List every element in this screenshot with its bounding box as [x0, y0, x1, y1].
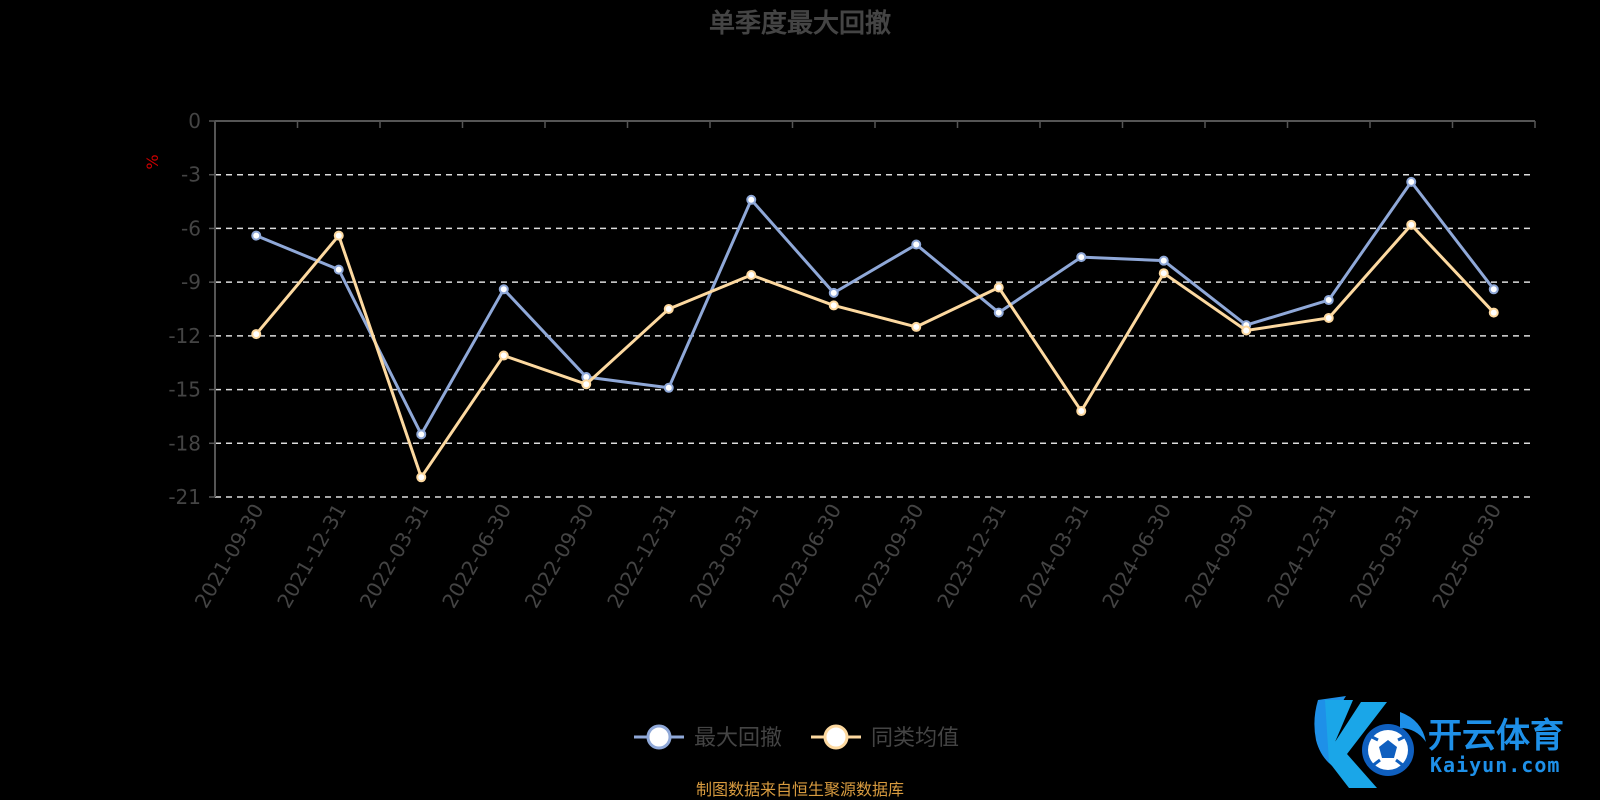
- y-tick-label: 0: [188, 109, 201, 133]
- series-line: [255, 180, 1495, 436]
- kaiyun-logo: 开云体育 Kaiyun.com: [1314, 696, 1564, 788]
- data-point[interactable]: [1158, 255, 1169, 266]
- data-point[interactable]: [1158, 268, 1169, 279]
- data-point[interactable]: [498, 350, 509, 361]
- data-point[interactable]: [1406, 219, 1417, 230]
- legend-label-peer-average: 同类均值: [871, 726, 959, 751]
- x-tick-label: 2024-06-30: [1097, 500, 1176, 613]
- x-tick-label: 2023-12-31: [932, 500, 1011, 613]
- legend-item-peer-average[interactable]: 同类均值: [811, 724, 959, 751]
- y-tick-label: -15: [168, 378, 201, 402]
- y-tick-label: -3: [181, 163, 201, 187]
- watermark-en: Kaiyun.com: [1430, 753, 1560, 777]
- watermark-cn: 开云体育: [1428, 716, 1564, 756]
- legend-item-max-drawdown[interactable]: 最大回撤: [634, 724, 782, 751]
- series-line: [255, 223, 1495, 479]
- x-tick-label: 2021-09-30: [190, 500, 269, 613]
- series-0: [251, 176, 1499, 440]
- data-point[interactable]: [828, 287, 839, 298]
- y-tick-label: -6: [181, 216, 201, 240]
- data-point[interactable]: [663, 304, 674, 314]
- data-point[interactable]: [993, 282, 1004, 293]
- x-tick-label: 2022-03-31: [355, 500, 434, 613]
- y-tick-label: -21: [168, 485, 201, 509]
- x-tick-label: 2023-03-31: [685, 500, 764, 613]
- y-tick-label: -9: [181, 270, 201, 294]
- y-tick-label: -18: [168, 431, 201, 455]
- data-point[interactable]: [746, 194, 757, 205]
- axes: [209, 120, 1536, 498]
- data-point[interactable]: [251, 329, 262, 340]
- x-tick-label: 2025-03-31: [1345, 500, 1424, 613]
- data-point[interactable]: [416, 472, 427, 483]
- data-point[interactable]: [1323, 295, 1334, 306]
- legend-label-max-drawdown: 最大回撤: [694, 726, 782, 751]
- series-lines: [251, 176, 1499, 483]
- data-point[interactable]: [1241, 325, 1252, 336]
- x-tick-label: 2022-09-30: [520, 500, 599, 613]
- data-point[interactable]: [911, 321, 922, 332]
- x-tick-label: 2022-12-31: [602, 500, 681, 613]
- y-tick-label: -12: [168, 324, 201, 348]
- data-source-note: 制图数据来自恒生聚源数据库: [696, 780, 904, 799]
- y-tick-labels: 0 -3 -6 -9 -12 -15 -18 -21: [168, 109, 201, 509]
- x-tick-label: 2024-03-31: [1015, 500, 1094, 613]
- legend-marker-icon: [823, 724, 849, 750]
- x-tick-label: 2023-06-30: [767, 500, 846, 613]
- x-tick-label: 2021-12-31: [272, 500, 351, 613]
- legend-marker-icon: [646, 724, 672, 750]
- data-point[interactable]: [1406, 176, 1417, 187]
- x-tick-label: 2023-09-30: [850, 500, 929, 613]
- data-point[interactable]: [581, 379, 592, 390]
- data-point[interactable]: [333, 230, 344, 241]
- data-point[interactable]: [911, 239, 922, 250]
- data-point[interactable]: [1488, 284, 1499, 295]
- x-tick-label: 2022-06-30: [437, 500, 516, 613]
- data-point[interactable]: [1488, 307, 1499, 318]
- data-point[interactable]: [1323, 312, 1334, 323]
- x-tick-label: 2024-09-30: [1180, 500, 1259, 613]
- x-tick-labels: 2021-09-30 2021-12-31 2022-03-31 2022-06-30…: [190, 500, 1506, 613]
- data-point[interactable]: [1076, 406, 1087, 417]
- soccer-ball-icon: [1314, 696, 1426, 788]
- data-point[interactable]: [498, 284, 509, 295]
- data-point[interactable]: [333, 264, 344, 275]
- data-point[interactable]: [663, 382, 674, 393]
- x-tick-label: 2025-06-30: [1427, 500, 1506, 613]
- series-1: [251, 219, 1499, 483]
- x-tick-label: 2024-12-31: [1262, 500, 1341, 613]
- y-axis-unit: %: [143, 154, 162, 169]
- legend: 最大回撤 同类均值: [634, 724, 959, 751]
- data-point[interactable]: [416, 429, 427, 440]
- data-point[interactable]: [993, 307, 1004, 318]
- data-point[interactable]: [251, 230, 262, 241]
- data-point[interactable]: [1076, 252, 1087, 263]
- data-point[interactable]: [746, 269, 757, 280]
- data-point[interactable]: [828, 300, 839, 311]
- chart-title: 单季度最大回撤: [709, 8, 891, 39]
- grid-lines: [215, 173, 1535, 498]
